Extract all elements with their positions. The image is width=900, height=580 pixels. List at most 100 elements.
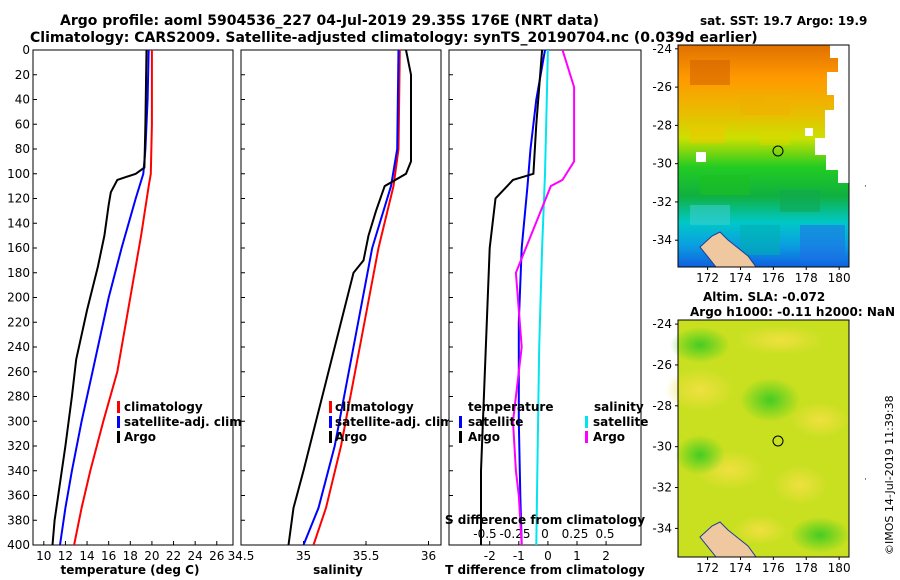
legend-swatch-t-argo [459, 431, 462, 443]
depth-tick-label: 320 [7, 439, 30, 453]
legend-swatch-s-satellite [585, 416, 588, 428]
sst-map-texture [690, 60, 845, 260]
island-marker: · [864, 475, 867, 485]
x-tick-label: 18 [123, 549, 138, 563]
argo-float-marker [772, 145, 784, 157]
depth-tick-label: 260 [7, 365, 30, 379]
depth-tick-label: 0 [22, 43, 30, 57]
x-tick-label: 24 [188, 549, 203, 563]
legend-title-temperature: temperature [468, 400, 553, 414]
depth-tick-label: 220 [7, 315, 30, 329]
legend-label-argo: Argo [335, 430, 367, 444]
legend-title-salinity: salinity [594, 400, 644, 414]
depth-tick-label: 120 [7, 192, 30, 206]
legend-swatch-climatology [329, 401, 332, 413]
sla-lat-tick-labels: -24 -26 -28 -30 -32 -34 [652, 317, 678, 535]
salinity-axis-label: salinity [313, 563, 363, 577]
lat-tick-label: -28 [652, 118, 672, 132]
depth-tick-label: 400 [7, 538, 30, 552]
lat-tick-label: -26 [652, 358, 672, 372]
depth-tick-label: 160 [7, 241, 30, 255]
legend-label-climatology: climatology [124, 400, 203, 414]
lon-tick-label: 180 [828, 271, 851, 285]
legend-swatch-argo [329, 431, 332, 443]
depth-tick-label: 360 [7, 489, 30, 503]
series-line-satellite-adj-clim- [302, 50, 400, 545]
s-diff-tick-label: -0.25 [499, 527, 530, 541]
lon-tick-label: 176 [762, 561, 785, 575]
sla-lon-tick-labels: 172 174 176 178 180 [696, 557, 851, 575]
lat-tick-label: -34 [652, 521, 672, 535]
depth-tick-label: 380 [7, 513, 30, 527]
legend-label-argo: Argo [124, 430, 156, 444]
x-tick-label: 26 [209, 549, 224, 563]
depth-tick-label: 140 [7, 216, 30, 230]
temperature-axis-label: temperature (deg C) [61, 563, 200, 577]
x-tick-label: 2 [602, 549, 610, 563]
sla-map-texture [665, 325, 850, 553]
x-tick-label: 1 [573, 549, 581, 563]
temperature-tick-labels: 10 12 14 16 18 20 22 24 26 [33, 49, 224, 563]
lat-tick-label: -32 [652, 195, 672, 209]
island-marker: · [864, 182, 867, 192]
sst-lon-tick-labels: 172 174 176 178 180 [696, 267, 851, 285]
legend-label-climatology: climatology [335, 400, 414, 414]
depth-tick-label: 100 [7, 167, 30, 181]
s-difference-axis-label: S difference from climatology [445, 513, 645, 527]
imos-timestamp: ©IMOS 14-Jul-2019 11:39:38 [883, 395, 896, 555]
s-difference-tick-labels: -0.5 -0.25 0 0.25 0.5 [473, 527, 614, 541]
series-line-s-satellite [535, 50, 549, 545]
sla-map-frame [677, 319, 850, 558]
series-line-s-argo [511, 50, 576, 545]
x-tick-label: 10 [36, 549, 51, 563]
lat-tick-label: -30 [652, 157, 672, 171]
series-line-t-satellite [517, 50, 546, 545]
depth-tick-labels: 0 20 40 60 80 100 120 140 160 180 200 220 240 260 280 3… [7, 43, 30, 552]
sla-map-title-line2: Argo h1000: -0.11 h2000: NaN [690, 305, 895, 319]
lon-tick-label: 176 [762, 271, 785, 285]
lon-tick-label: 178 [795, 271, 818, 285]
sst-lat-tick-labels: -24 -26 -28 -30 -32 -34 [652, 42, 678, 247]
salinity-tick-labels: 34.5 35 35.5 36 [228, 49, 436, 563]
depth-tick-label: 280 [7, 390, 30, 404]
x-tick-label: -1 [513, 549, 525, 563]
lon-tick-label: 174 [729, 271, 752, 285]
series-line-climatology [73, 50, 153, 545]
legend-label-s-argo: Argo [593, 430, 625, 444]
temperature-panel: 0 20 40 60 80 100 120 140 160 180 200 220 240 260 280 3… [7, 43, 246, 577]
series-line-argo [51, 50, 148, 545]
lon-tick-label: 172 [696, 271, 719, 285]
legend-label-t-argo: Argo [468, 430, 500, 444]
sst-map-frame [677, 44, 850, 268]
x-tick-label: 35 [296, 549, 311, 563]
salinity-panel: 34.5 35 35.5 36 salinity climatology satell… [228, 49, 457, 577]
difference-panel: -2 -1 0 1 2 -0.5 -0.25 0 0.25 0.5 S difference f… [445, 49, 648, 577]
legend-label-satellite-adj: satellite-adj. clim. [335, 415, 457, 429]
lon-tick-label: 178 [795, 561, 818, 575]
x-tick-label: 36 [421, 549, 436, 563]
lon-tick-label: 174 [729, 561, 752, 575]
sst-map-title: sat. SST: 19.7 Argo: 19.9 [700, 14, 867, 28]
s-diff-tick-label: -0.5 [473, 527, 496, 541]
lat-tick-label: -32 [652, 481, 672, 495]
x-tick-label: 22 [166, 549, 181, 563]
depth-tick-label: 300 [7, 414, 30, 428]
x-tick-label: 12 [58, 549, 73, 563]
series-line-argo [287, 50, 412, 545]
sla-map-panel: Altim. SLA: -0.072 Argo h1000: -0.11 h20… [652, 290, 895, 575]
x-tick-label: 20 [144, 549, 159, 563]
s-diff-tick-label: 0.25 [562, 527, 589, 541]
sst-missing-data [696, 45, 849, 183]
legend-swatch-satellite-adj [117, 416, 120, 428]
salinity-legend: climatology satellite-adj. clim. Argo [329, 400, 457, 444]
depth-tick-label: 40 [15, 93, 30, 107]
depth-tick-label: 80 [15, 142, 30, 156]
depth-tick-label: 60 [15, 117, 30, 131]
t-difference-tick-labels: -2 -1 0 1 2 [449, 49, 610, 563]
x-tick-label: 35.5 [353, 549, 380, 563]
legend-swatch-s-argo [585, 431, 588, 443]
legend-label-s-satellite: satellite [593, 415, 648, 429]
legend-label-t-satellite: satellite [468, 415, 523, 429]
lat-tick-label: -28 [652, 399, 672, 413]
x-tick-label: 34.5 [228, 549, 255, 563]
